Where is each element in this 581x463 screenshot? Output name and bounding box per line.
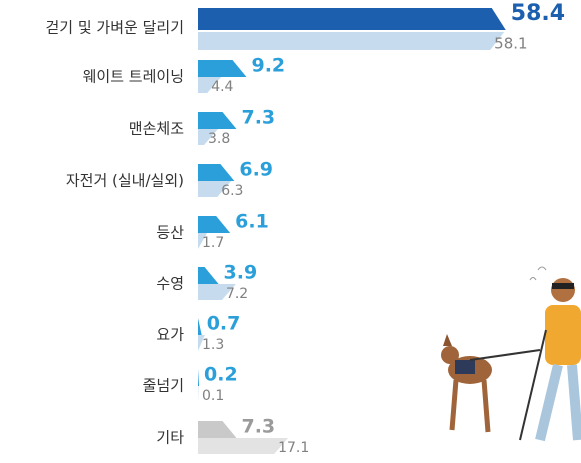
bar xyxy=(198,60,247,77)
value-label: 4.4 xyxy=(211,79,233,95)
category-label: 기타 xyxy=(156,429,184,447)
value-label: 9.2 xyxy=(251,55,285,77)
bar xyxy=(198,112,237,129)
value-label: 1.7 xyxy=(202,235,224,251)
value-label: 0.7 xyxy=(207,313,241,335)
bar xyxy=(198,284,236,300)
category-label: 걷기 및 가벼운 달리기 xyxy=(45,19,184,37)
value-label: 0.2 xyxy=(204,364,238,386)
bar xyxy=(198,421,237,438)
bar xyxy=(198,438,289,454)
value-label: 3.8 xyxy=(208,131,230,147)
category-label: 자전거 (실내/실외) xyxy=(66,172,184,190)
illustration xyxy=(441,266,581,442)
bar xyxy=(198,267,219,284)
category-label: 줄넘기 xyxy=(143,377,184,395)
bar xyxy=(198,386,199,402)
category-label: 수영 xyxy=(156,275,184,293)
value-label: 17.1 xyxy=(278,440,309,456)
value-label: 58.4 xyxy=(511,1,565,26)
category-label: 등산 xyxy=(156,224,184,242)
value-label: 6.1 xyxy=(235,211,269,233)
category-label: 맨손체조 xyxy=(129,120,184,138)
bar xyxy=(198,32,505,50)
bar xyxy=(198,181,232,197)
bar xyxy=(198,77,222,93)
bar xyxy=(198,233,207,249)
value-label: 7.3 xyxy=(241,416,275,438)
bar xyxy=(198,8,506,30)
category-label: 요가 xyxy=(156,326,184,344)
value-label: 1.3 xyxy=(202,337,224,353)
bar xyxy=(198,369,200,386)
value-label: 0.1 xyxy=(202,388,224,404)
value-label: 6.3 xyxy=(221,183,243,199)
category-label: 웨이트 트레이닝 xyxy=(83,68,184,86)
bar xyxy=(198,164,235,181)
value-label: 58.1 xyxy=(494,35,527,53)
bar xyxy=(198,318,202,335)
value-label: 3.9 xyxy=(224,262,258,284)
bar xyxy=(198,335,205,351)
bar xyxy=(198,129,219,145)
bar xyxy=(198,216,231,233)
value-label: 7.2 xyxy=(226,286,248,302)
value-label: 6.9 xyxy=(239,159,273,181)
value-label: 7.3 xyxy=(241,107,275,129)
